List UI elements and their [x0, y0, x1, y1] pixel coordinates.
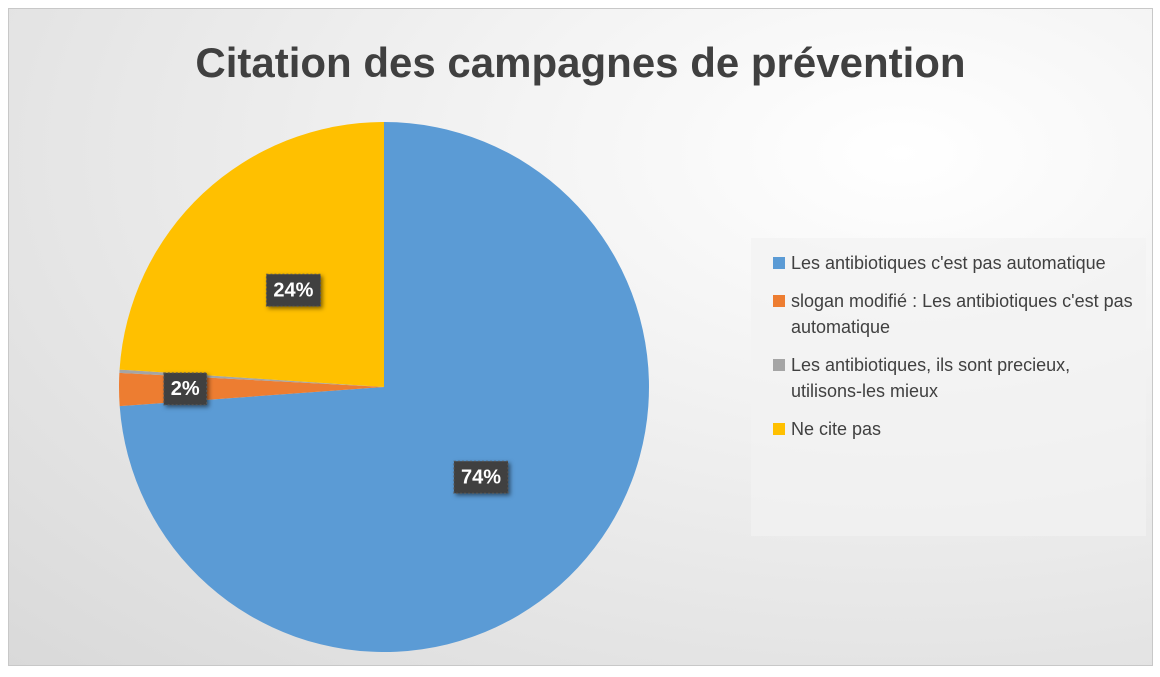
data-label: 2%: [163, 372, 208, 406]
legend: Les antibiotiques c'est pas automatique s…: [751, 238, 1146, 536]
chart-area: Citation des campagnes de prévention 74%…: [8, 8, 1153, 666]
legend-swatch: [773, 423, 785, 435]
pie-slice: [119, 122, 385, 387]
pie-slice: [119, 122, 650, 652]
chart-title: Citation des campagnes de prévention: [195, 39, 966, 86]
legend-label: Ne cite pas: [791, 419, 882, 439]
data-label-text: 74%: [461, 467, 501, 489]
legend-item: Ne cite pas: [773, 416, 1136, 442]
legend-swatch: [773, 359, 785, 371]
data-label: 74%: [453, 460, 509, 494]
data-label-text: 24%: [273, 280, 313, 302]
legend-label: Les antibiotiques, ils sont precieux, ut…: [791, 355, 1071, 401]
data-label-box: [453, 460, 509, 494]
data-label: 24%: [265, 273, 321, 307]
data-label-text: 2%: [171, 378, 200, 400]
pie-canvas: 74% 2% 24%: [119, 122, 650, 652]
legend-swatch: [773, 295, 785, 307]
legend-item: Les antibiotiques, ils sont precieux, ut…: [773, 352, 1136, 404]
legend-item: slogan modifié : Les antibiotiques c'est…: [773, 288, 1136, 340]
legend-item: Les antibiotiques c'est pas automatique: [773, 250, 1136, 276]
legend-label: Les antibiotiques c'est pas automatique: [791, 253, 1106, 273]
data-label-box: [265, 273, 321, 307]
legend-label: slogan modifié : Les antibiotiques c'est…: [791, 291, 1133, 337]
legend-swatch: [773, 257, 785, 269]
data-label-box: [163, 372, 208, 406]
